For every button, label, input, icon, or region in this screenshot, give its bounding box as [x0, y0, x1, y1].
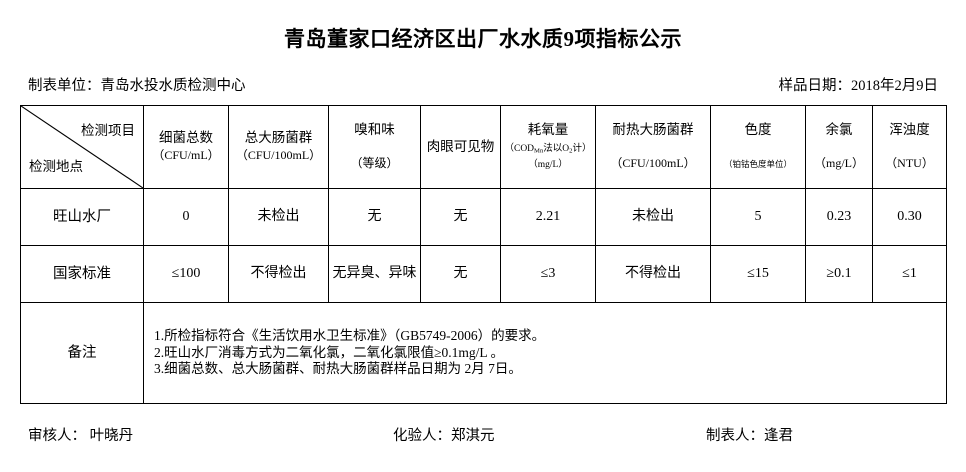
corner-item-label: 检测项目 — [81, 123, 135, 138]
remarks-body: 1.所检指标符合《生活饮用水卫生标准》（GB5749-2006）的要求。 2.旺… — [143, 302, 947, 404]
water-quality-table: 检测项目 检测地点 细菌总数 （CFU/mL） 总大肠菌群 （CFU/100mL… — [20, 105, 947, 404]
column-header-name: 嗅和味 — [354, 121, 395, 137]
corner-site-label: 检测地点 — [29, 159, 83, 175]
cell-value: 5 — [710, 188, 806, 246]
column-header-name: 浑浊度 — [889, 121, 930, 137]
column-header-oxygen-consumption: 耗氧量 （CODMn法以O2计）（mg/L） — [500, 105, 596, 189]
column-header-thermotolerant-coliform: 耐热大肠菌群 （CFU/100mL） — [595, 105, 711, 189]
cell-value: 无 — [420, 245, 501, 303]
meta-row: 制表单位：青岛水投水质检测中心 样品日期：2018年2月9日 — [28, 74, 938, 94]
column-header-unit: （铂钴色度单位） — [723, 159, 792, 170]
reviewer-label: 审核人： 叶晓丹 — [28, 428, 134, 444]
column-header-unit: （CFU/100mL） — [235, 148, 322, 162]
column-header-name: 耗氧量 — [527, 121, 569, 137]
column-header-name: 耐热大肠菌群 — [612, 121, 694, 137]
column-header-unit: （等级） — [350, 156, 399, 171]
column-header-bacteria-total: 细菌总数 （CFU/mL） — [143, 105, 229, 189]
cell-value: 无异臭、异味 — [328, 245, 421, 303]
cell-value: 无 — [328, 188, 421, 246]
column-header-turbidity: 浑浊度 （NTU） — [872, 105, 947, 189]
cell-value: 0.30 — [872, 188, 947, 246]
cell-value: ≤1 — [872, 245, 947, 303]
column-header-unit: （CODMn法以O2计）（mg/L） — [504, 143, 592, 171]
preparer-label: 制表人：逢君 — [706, 428, 793, 444]
column-header-unit: （CFU/mL） — [152, 148, 220, 162]
column-header-name: 余氯 — [825, 121, 853, 137]
column-header-name: 色度 — [744, 121, 772, 137]
column-header-unit: （NTU） — [885, 156, 934, 171]
cell-value: 不得检出 — [595, 245, 711, 303]
table-remarks-row: 备注 1.所检指标符合《生活饮用水卫生标准》（GB5749-2006）的要求。 … — [20, 302, 947, 404]
column-header-total-coliform: 总大肠菌群 （CFU/100mL） — [228, 105, 329, 189]
cell-value: 2.21 — [500, 188, 596, 246]
remarks-label: 备注 — [20, 302, 144, 404]
table-row: 旺山水厂 0 未检出 无 无 2.21 未检出 5 0.23 0.30 — [20, 188, 947, 246]
remarks-line-1: 1.所检指标符合《生活饮用水卫生标准》（GB5749-2006）的要求。 — [154, 327, 546, 343]
cell-value: 无 — [420, 188, 501, 246]
table-header-row: 检测项目 检测地点 细菌总数 （CFU/mL） 总大肠菌群 （CFU/100mL… — [20, 105, 947, 189]
table-row: 国家标准 ≤100 不得检出 无异臭、异味 无 ≤3 不得检出 ≤15 ≥0.1… — [20, 245, 947, 303]
cell-value: 未检出 — [228, 188, 329, 246]
cell-value: ≤100 — [143, 245, 229, 303]
column-header-unit: （mg/L） — [814, 156, 864, 171]
diagonal-line-icon — [21, 106, 143, 188]
column-header-name: 肉眼可见物 — [426, 138, 495, 154]
remarks-line-3: 3.细菌总数、总大肠菌群、耐热大肠菌群样品日期为 2月 7日。 — [154, 361, 522, 377]
tester-label: 化验人：郑淇元 — [393, 428, 495, 444]
column-header-odor-taste: 嗅和味 （等级） — [328, 105, 421, 189]
corner-diagonal-cell: 检测项目 检测地点 — [20, 105, 144, 189]
cell-value: ≤3 — [500, 245, 596, 303]
column-header-chroma: 色度 （铂钴色度单位） — [710, 105, 806, 189]
column-header-visible-matter: 肉眼可见物 — [420, 105, 501, 189]
column-header-residual-chlorine: 余氯 （mg/L） — [805, 105, 873, 189]
column-header-name: 细菌总数 — [159, 130, 213, 146]
cell-value: 未检出 — [595, 188, 711, 246]
maker-unit-label: 制表单位：青岛水投水质检测中心 — [28, 78, 246, 94]
report-table-wrapper: 检测项目 检测地点 细菌总数 （CFU/mL） 总大肠菌群 （CFU/100mL… — [20, 105, 947, 404]
column-header-unit: （CFU/100mL） — [610, 156, 696, 171]
column-header-name: 总大肠菌群 — [244, 130, 313, 146]
sample-date-label: 样品日期：2018年2月9日 — [778, 78, 939, 94]
row-site-name: 国家标准 — [20, 245, 144, 303]
cell-value: 0 — [143, 188, 229, 246]
cell-value: ≥0.1 — [805, 245, 873, 303]
cell-value: 不得检出 — [228, 245, 329, 303]
footer-signature-row: 审核人： 叶晓丹 化验人：郑淇元 制表人：逢君 — [28, 424, 938, 446]
remarks-line-2: 2.旺山水厂消毒方式为二氧化氯，二氧化氯限值≥0.1mg/L 。 — [154, 344, 505, 360]
cell-value: ≤15 — [710, 245, 806, 303]
cell-value: 0.23 — [805, 188, 873, 246]
page-title: 青岛董家口经济区出厂水水质9项指标公示 — [284, 27, 682, 51]
row-site-name: 旺山水厂 — [20, 188, 144, 246]
